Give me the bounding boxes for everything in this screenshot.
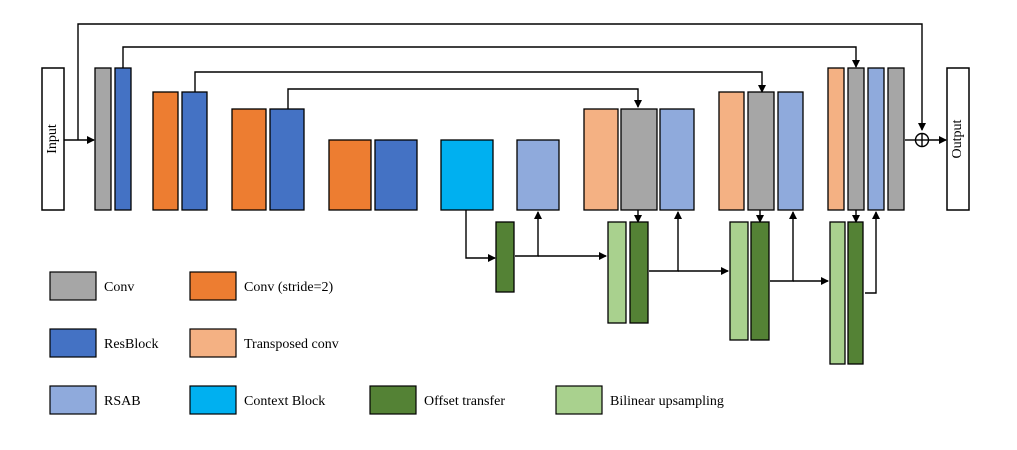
legend-label-offset: Offset transfer: [424, 394, 505, 409]
input-box: Input: [41, 67, 65, 211]
decoder: [583, 67, 905, 211]
legend-item-rsab: RSAB: [49, 385, 141, 415]
legend-label-context: Context Block: [244, 394, 325, 409]
output-label: Output: [950, 119, 965, 158]
skip-level-3: [287, 88, 642, 109]
conv-stride-block: [152, 91, 179, 211]
legend-item-transposed: Transposed conv: [189, 328, 339, 358]
skip-level-1: [122, 46, 860, 68]
offset-to-rsab: [515, 211, 542, 257]
encoder: [94, 67, 560, 211]
transposed-conv-block: [583, 108, 619, 211]
offset-transfer-block: [495, 221, 515, 293]
conv-stride-block: [328, 139, 372, 211]
legend-item-bilinear: Bilinear upsampling: [555, 385, 724, 415]
resblock-block: [374, 139, 418, 211]
legend-label-transposed: Transposed conv: [244, 337, 339, 352]
conv-block: [847, 67, 865, 211]
legend: Conv Conv (stride=2) ResBlock Transposed…: [49, 271, 724, 415]
conv-block: [747, 91, 775, 211]
resblock-block: [181, 91, 208, 211]
context-to-offset: [465, 210, 496, 262]
rsab-block: [516, 139, 560, 211]
legend-label-resblock: ResBlock: [104, 337, 158, 352]
conv-block: [94, 67, 112, 211]
rsab-block: [777, 91, 804, 211]
legend-item-conv-stride: Conv (stride=2): [189, 271, 333, 301]
rsab-block: [867, 67, 885, 211]
skip-level-2: [194, 71, 766, 93]
legend-label-conv: Conv: [104, 280, 134, 295]
input-label: Input: [45, 124, 60, 154]
legend-item-context: Context Block: [189, 385, 325, 415]
offset-transfer-block: [750, 221, 770, 341]
offset-transfer-block: [629, 221, 649, 324]
connections: [64, 23, 947, 294]
output-box: Output: [946, 67, 970, 211]
transposed-conv-block: [827, 67, 845, 211]
conv-stride-block: [231, 108, 267, 211]
context-block: [440, 139, 494, 211]
legend-label-conv-stride: Conv (stride=2): [244, 280, 333, 295]
offset-3-to-rsab-4: [865, 211, 880, 294]
bilinear-upsampling-block: [607, 221, 627, 324]
legend-item-conv: Conv: [49, 271, 134, 301]
global-skip-line: [77, 23, 926, 140]
legend-item-resblock: ResBlock: [49, 328, 158, 358]
resblock-block: [269, 108, 305, 211]
offset-1-to-rsab-2: [649, 211, 682, 272]
offset-branch: [495, 221, 864, 365]
transposed-conv-block: [718, 91, 745, 211]
conv-block: [887, 67, 905, 211]
legend-label-bilinear: Bilinear upsampling: [610, 394, 724, 409]
conv-block: [620, 108, 658, 211]
rsab-block: [659, 108, 695, 211]
bilinear-upsampling-block: [729, 221, 749, 341]
offset-transfer-block: [847, 221, 864, 365]
sum-node: [914, 132, 930, 148]
offset-2-to-rsab-3: [770, 211, 797, 282]
legend-item-offset: Offset transfer: [369, 385, 505, 415]
resblock-block: [114, 67, 132, 211]
bilinear-upsampling-block: [829, 221, 846, 365]
legend-label-rsab: RSAB: [104, 394, 141, 409]
